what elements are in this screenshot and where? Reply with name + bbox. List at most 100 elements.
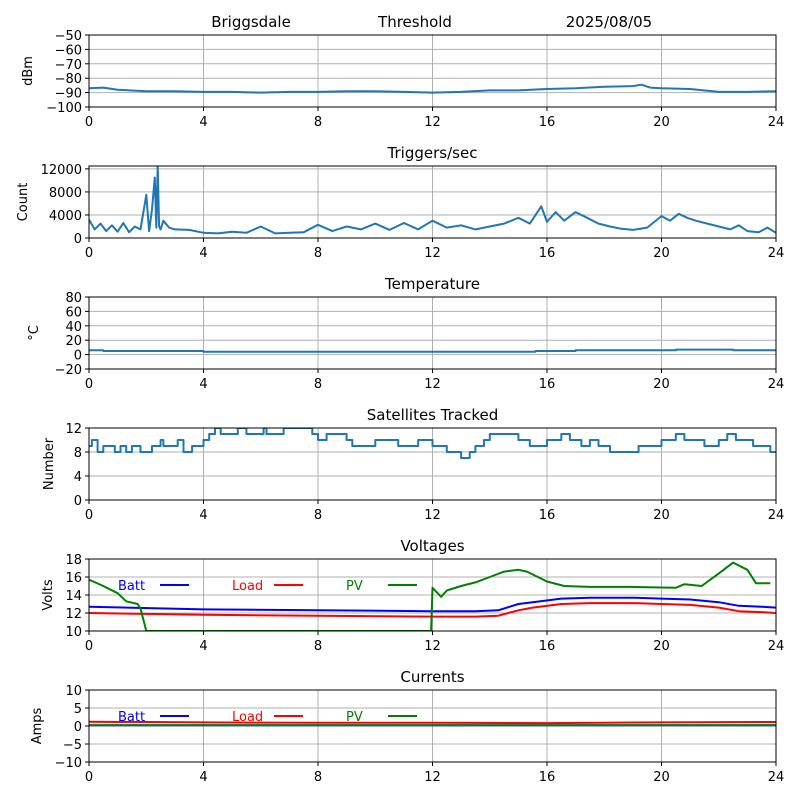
y-tick-label: −20 [55, 363, 82, 378]
x-tick-label: 20 [653, 639, 670, 654]
x-tick-label: 0 [85, 115, 93, 130]
y-tick-label: 0 [74, 494, 82, 509]
x-tick-label: 12 [424, 246, 441, 261]
y-tick-label: 12 [65, 607, 82, 622]
x-tick-label: 8 [314, 377, 322, 392]
x-tick-label: 24 [768, 508, 785, 523]
y-tick-label: 0 [74, 232, 82, 247]
y-tick-label: 10 [65, 625, 82, 640]
x-tick-label: 8 [314, 770, 322, 785]
legend-label: PV [346, 579, 363, 594]
x-tick-label: 4 [199, 246, 207, 261]
x-tick-label: 20 [653, 508, 670, 523]
panel-title: Triggers/sec [387, 144, 478, 162]
x-tick-label: 8 [314, 246, 322, 261]
legend-label: PV [346, 710, 363, 725]
y-tick-label: 12 [65, 422, 82, 437]
y-tick-label: −10 [55, 756, 82, 771]
x-tick-label: 24 [768, 377, 785, 392]
y-tick-label: 4000 [49, 209, 82, 224]
y-tick-label: −50 [55, 29, 82, 44]
series-line-load [89, 720, 776, 725]
series-line [89, 348, 776, 353]
x-tick-label: 0 [85, 770, 93, 785]
x-tick-label: 4 [199, 377, 207, 392]
x-tick-label: 16 [539, 246, 556, 261]
chart-panel-2: 0 4 8 12 16 20 24 0 4000 8000 12000 Count Triggers/s… [16, 144, 784, 261]
chart-panel-1: 0 4 8 12 16 20 24 −100−90−80−70−60−50 dBm [21, 29, 784, 130]
x-tick-label: 0 [85, 246, 93, 261]
panel-title: Currents [400, 668, 464, 686]
y-tick-label: 10 [65, 684, 82, 699]
y-tick-label: 18 [65, 553, 82, 568]
header-date: 2025/08/05 [566, 13, 652, 31]
x-tick-label: 12 [424, 639, 441, 654]
y-axis-label: °C [27, 325, 42, 341]
series-line-pv [89, 561, 771, 631]
y-tick-label: 20 [65, 334, 82, 349]
y-axis-label: Amps [30, 707, 45, 744]
y-tick-label: −90 [55, 87, 82, 102]
x-tick-label: 0 [85, 639, 93, 654]
y-tick-label: 60 [65, 305, 82, 320]
y-tick-label: −80 [55, 72, 82, 87]
x-tick-label: 24 [768, 115, 785, 130]
x-tick-label: 20 [653, 246, 670, 261]
x-tick-label: 16 [539, 115, 556, 130]
x-tick-label: 12 [424, 115, 441, 130]
x-tick-label: 4 [199, 770, 207, 785]
x-tick-label: 16 [539, 770, 556, 785]
chart-panel-4: 0 4 8 12 16 20 24 0 4 8 12 Number Satellites Tracked [42, 406, 784, 523]
y-tick-label: 12000 [41, 163, 82, 178]
y-tick-label: 80 [65, 291, 82, 306]
y-tick-label: 40 [65, 320, 82, 335]
legend-label: Load [232, 579, 263, 594]
header-station: Briggsdale [211, 13, 291, 31]
x-tick-label: 12 [424, 508, 441, 523]
y-tick-label: 8000 [49, 186, 82, 201]
x-tick-label: 4 [199, 115, 207, 130]
legend-label: Batt [118, 710, 145, 725]
x-tick-label: 4 [199, 639, 207, 654]
panel-title: Voltages [400, 537, 464, 555]
x-tick-label: 12 [424, 770, 441, 785]
x-tick-label: 0 [85, 377, 93, 392]
x-tick-label: 16 [539, 508, 556, 523]
y-axis-label: dBm [21, 56, 36, 86]
x-tick-label: 12 [424, 377, 441, 392]
y-tick-label: −70 [55, 58, 82, 73]
y-tick-label: 0 [74, 349, 82, 364]
y-tick-label: 4 [74, 470, 82, 485]
x-tick-label: 20 [653, 770, 670, 785]
y-tick-label: 16 [65, 571, 82, 586]
x-tick-label: 24 [768, 639, 785, 654]
panel-title: Temperature [384, 275, 480, 293]
x-tick-label: 24 [768, 246, 785, 261]
chart-panel-6: 0 4 8 12 16 20 24 −10 −5 0 5 10 Amps Currents Batt Load… [30, 668, 784, 785]
legend-label: Batt [118, 579, 145, 594]
series-line [89, 428, 776, 459]
legend-label: Load [232, 710, 263, 725]
series-line-load [89, 602, 776, 618]
y-tick-label: 8 [74, 446, 82, 461]
chart-panel-5: 0 4 8 12 16 20 24 10 12 14 16 18 Volts Voltages Batt Lo… [41, 537, 784, 654]
panel-title: Satellites Tracked [367, 406, 498, 424]
series-line-batt [89, 596, 776, 613]
y-tick-label: 0 [74, 720, 82, 735]
y-tick-label: −100 [46, 101, 82, 116]
x-tick-label: 16 [539, 377, 556, 392]
x-tick-label: 8 [314, 639, 322, 654]
header-mode: Threshold [377, 13, 452, 31]
series-line [89, 83, 776, 94]
x-tick-label: 24 [768, 770, 785, 785]
x-tick-label: 16 [539, 639, 556, 654]
x-tick-label: 8 [314, 508, 322, 523]
y-tick-label: −5 [63, 738, 82, 753]
y-tick-label: −60 [55, 43, 82, 58]
series-line [89, 166, 776, 235]
y-axis-label: Count [16, 183, 31, 222]
y-tick-label: 14 [65, 589, 82, 604]
